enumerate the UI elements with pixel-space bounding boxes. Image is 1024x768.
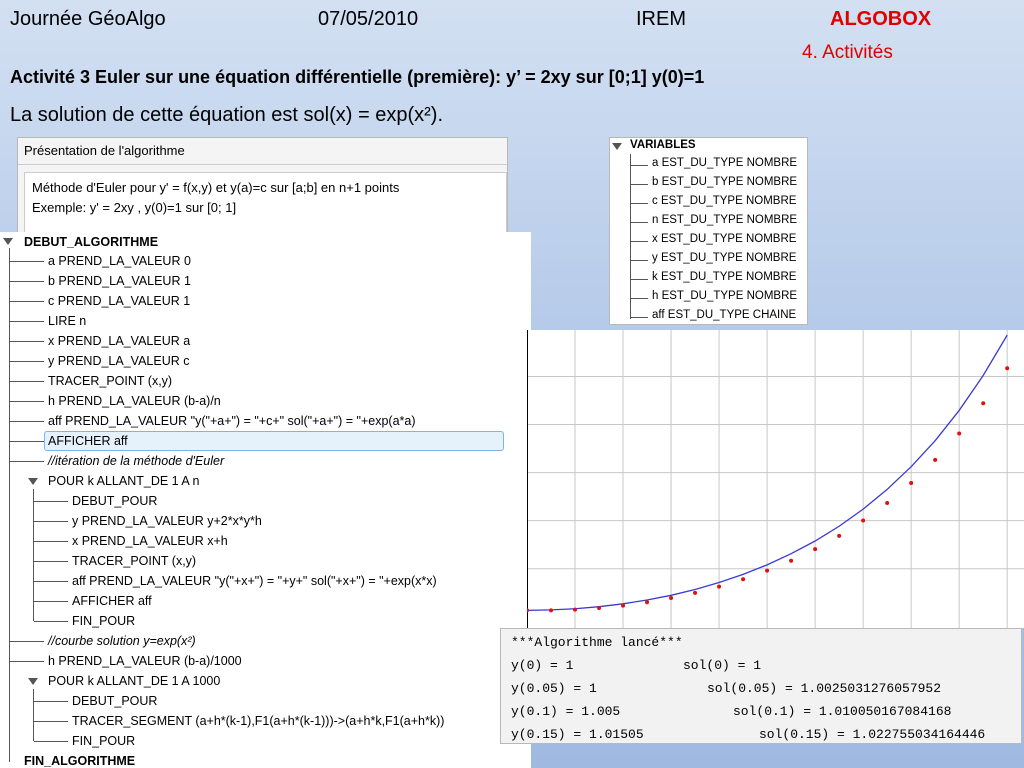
tree-line: y PREND_LA_VALEUR c <box>10 351 190 371</box>
euler-point <box>789 558 794 563</box>
solution-curve <box>527 334 1008 612</box>
euler-point <box>527 608 529 613</box>
euler-point <box>933 457 938 462</box>
tree-line: FIN_ALGORITHME <box>24 754 136 768</box>
variable: aff EST_DU_TYPE CHAINE <box>629 309 797 321</box>
subtitle: La solution de cette équation est sol(x)… <box>10 104 444 126</box>
variable: a EST_DU_TYPE NOMBRE <box>629 157 798 169</box>
console-line: sol(0) = 1 <box>683 658 762 673</box>
tree-line: LIRE n <box>9 311 86 331</box>
console-line: sol(0.15) = 1.022755034164446 <box>759 727 986 742</box>
euler-point <box>981 401 986 406</box>
tree-line: x PREND_LA_VALEUR a <box>9 331 190 351</box>
tree-line: TRACER_SEGMENT (a+h*(k-1),F1(a+h*(k-1)))… <box>33 711 444 731</box>
tree-line: //itération de la méthode d'Euler <box>9 451 224 471</box>
variable: y EST_DU_TYPE NOMBRE <box>629 252 797 264</box>
tree-line: //courbe solution y=exp(x²) <box>10 631 196 651</box>
algorithm-tree: DEBUT_ALGORITHME a PREND_LA_VALEUR 0 b P… <box>0 232 531 768</box>
euler-point <box>765 568 770 573</box>
console-line: y(0) = 1 <box>511 658 574 673</box>
brand: ALGOBOX <box>830 8 932 30</box>
tree-line: DEBUT_POUR <box>33 691 157 711</box>
tree-line: a PREND_LA_VALEUR 0 <box>10 251 191 271</box>
euler-point <box>861 518 866 523</box>
euler-point <box>597 605 602 610</box>
euler-point <box>549 608 554 613</box>
console-line: y(0.15) = 1.01505 <box>511 727 644 742</box>
euler-point <box>837 533 842 538</box>
tree-line: TRACER_POINT (x,y) <box>9 371 172 391</box>
tree-line: h PREND_LA_VALEUR (b-a)/1000 <box>10 651 242 671</box>
tree-line: h PREND_LA_VALEUR (b-a)/n <box>10 391 221 411</box>
tree-line: FIN_POUR <box>33 731 135 751</box>
date: 07/05/2010 <box>318 8 419 30</box>
panel-title: Présentation de l'algorithme <box>24 143 185 158</box>
variable: k EST_DU_TYPE NOMBRE <box>629 271 797 283</box>
console-line: sol(0.05) = 1.0025031276057952 <box>707 681 942 696</box>
plot <box>527 330 1024 628</box>
presentation-line: Méthode d'Euler pour y' = f(x,y) et y(a)… <box>32 180 400 195</box>
euler-point <box>573 607 578 612</box>
console-line: sol(0.1) = 1.010050167084168 <box>733 704 952 719</box>
euler-point <box>717 584 722 589</box>
tree-line: POUR k ALLANT_DE 1 A n <box>48 474 200 488</box>
tree-line: AFFICHER aff <box>10 431 128 451</box>
euler-point <box>741 577 746 582</box>
euler-point <box>645 600 650 605</box>
org: IREM <box>636 8 686 30</box>
variables-title: VARIABLES <box>630 139 696 151</box>
euler-point <box>885 501 890 506</box>
presentation-panel: Présentation de l'algorithme Méthode d'E… <box>17 137 508 233</box>
tree-line: AFFICHER aff <box>34 591 152 611</box>
euler-point <box>1005 366 1010 371</box>
console-line: ***Algorithme lancé*** <box>511 635 683 650</box>
tree-line: FIN_POUR <box>33 611 135 631</box>
variable: h EST_DU_TYPE NOMBRE <box>629 290 798 302</box>
tree-line: TRACER_POINT (x,y) <box>33 551 196 571</box>
variable: x EST_DU_TYPE NOMBRE <box>629 233 797 245</box>
tree-line: POUR k ALLANT_DE 1 A 1000 <box>48 674 221 688</box>
tree-line: aff PREND_LA_VALEUR "y("+x+") = "+y+" so… <box>34 571 437 591</box>
euler-point <box>909 481 914 486</box>
section: 4. Activités <box>802 42 893 63</box>
euler-point <box>621 603 626 608</box>
euler-point <box>669 596 674 601</box>
euler-point <box>693 590 698 595</box>
event: Journée GéoAlgo <box>10 8 166 30</box>
tree-line: y PREND_LA_VALEUR y+2*x*y*h <box>34 511 262 531</box>
variable: b EST_DU_TYPE NOMBRE <box>629 176 798 188</box>
presentation-line: Exemple: y' = 2xy , y(0)=1 sur [0; 1] <box>32 200 237 215</box>
title: Activité 3 Euler sur une équation différ… <box>10 67 705 87</box>
tree-line: b PREND_LA_VALEUR 1 <box>10 271 191 291</box>
tree-line: aff PREND_LA_VALEUR "y("+a+") = "+c+" so… <box>10 411 416 431</box>
euler-point <box>813 547 818 552</box>
tree-line: c PREND_LA_VALEUR 1 <box>9 291 190 311</box>
variable: c EST_DU_TYPE NOMBRE <box>629 195 797 207</box>
console-line: y(0.05) = 1 <box>511 681 597 696</box>
variable: n EST_DU_TYPE NOMBRE <box>629 214 798 226</box>
variables-panel: VARIABLES a EST_DU_TYPE NOMBRE b EST_DU_… <box>609 137 808 325</box>
tree-line: DEBUT_POUR <box>33 491 157 511</box>
console-line: y(0.1) = 1.005 <box>511 704 621 719</box>
tree-line: x PREND_LA_VALEUR x+h <box>34 531 228 551</box>
tree-line: DEBUT_ALGORITHME <box>24 235 159 249</box>
euler-point <box>957 431 962 436</box>
console: ***Algorithme lancé*** y(0) = 1 sol(0) =… <box>500 628 1022 744</box>
